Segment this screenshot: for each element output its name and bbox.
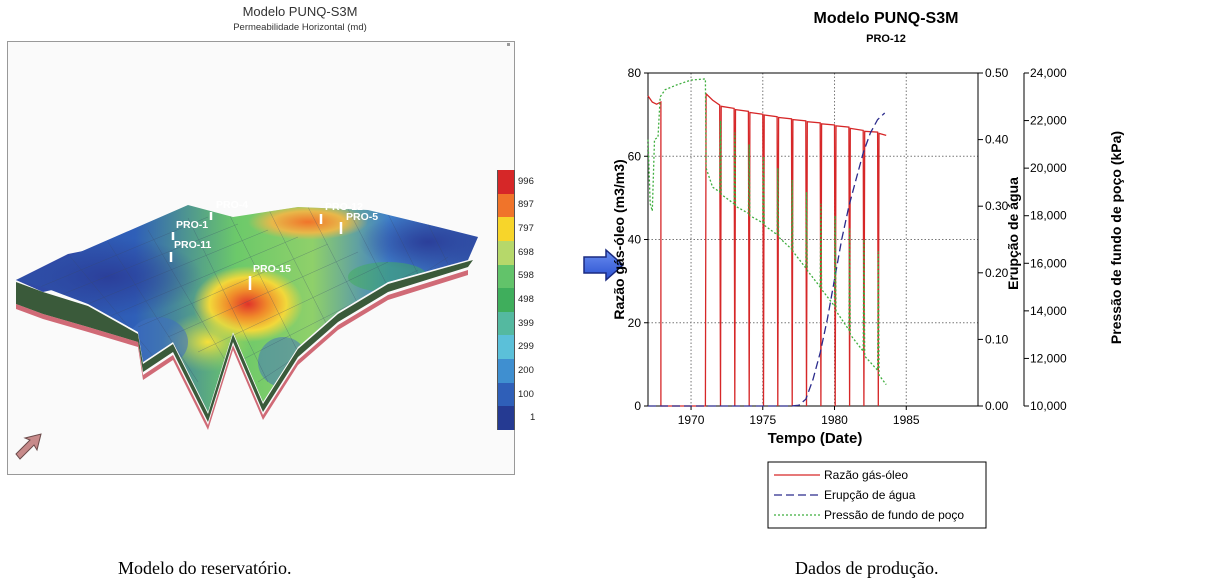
colorbar-label: 498 — [518, 294, 534, 305]
y2-tick-label: 0.50 — [985, 66, 1009, 80]
y3-tick-label: 18,000 — [1030, 209, 1067, 223]
well-label-pro-11: PRO-11 — [174, 239, 212, 251]
view-navigation-arrow-icon[interactable] — [15, 433, 42, 460]
colorbar-swatch — [497, 240, 515, 265]
caption-reservoir-model: Modelo do reservatório. — [118, 558, 292, 578]
y3-axis-label: Pressão de fundo de poço (kPa) — [1108, 131, 1124, 344]
well-label-pro-12: PRO-12 — [325, 201, 363, 213]
legend-label: Pressão de fundo de poço — [824, 508, 964, 522]
y2-axis-label: Erupção de água — [1005, 177, 1021, 290]
x-tick-label: 1980 — [821, 413, 848, 427]
colorbar-label: 399 — [518, 317, 534, 329]
well-label-pro-15: PRO-15 — [253, 263, 291, 275]
model-subtitle: Permeabilidade Horizontal (md) — [233, 22, 367, 33]
y3-tick-label: 12,000 — [1030, 351, 1067, 365]
colorbar-label: 200 — [518, 364, 534, 376]
caption-production-data: Dados de produção. — [795, 558, 939, 578]
colorbar-swatch — [497, 170, 515, 194]
model-title: Modelo PUNQ-S3M — [242, 4, 358, 19]
series-line — [647, 92, 887, 407]
colorbar-label: 100 — [518, 388, 534, 400]
series-line — [647, 78, 887, 385]
y2-tick-label: 0.40 — [985, 133, 1009, 147]
reservoir-bottom-layer — [16, 270, 468, 430]
reservoir-3d-view[interactable]: PRO-4 PRO-1 PRO-11 PRO-12 PRO-5 PRO-15 — [7, 41, 515, 475]
reservoir-3d-render: PRO-4 PRO-1 PRO-11 PRO-12 PRO-5 PRO-15 — [15, 199, 478, 460]
y-tick-label: 60 — [628, 149, 642, 163]
y3-tick-label: 22,000 — [1030, 114, 1067, 128]
production-chart-panel: Modelo PUNQ-S3M PRO-12 0 20 40 60 80 1970 1975… — [600, 0, 1232, 560]
colorbar-swatch — [497, 217, 515, 241]
y-tick-label: 40 — [628, 233, 642, 247]
y3-tick-label: 20,000 — [1030, 161, 1067, 175]
colorbar-swatch — [497, 382, 515, 407]
y-axis-label: Razão gás-óleo (m3/m3) — [611, 159, 627, 319]
frame-corner-marker — [507, 43, 510, 46]
colorbar-label: 897 — [518, 199, 534, 211]
colorbar-label: 1 — [530, 412, 536, 424]
well-markers — [169, 212, 343, 290]
colorbar-label: 996 — [518, 175, 534, 187]
well-label-pro-5: PRO-5 — [346, 211, 378, 223]
chart-title: Modelo PUNQ-S3M — [814, 10, 959, 27]
colorbar-swatch — [497, 264, 515, 289]
y3-tick-label: 24,000 — [1030, 66, 1067, 80]
y2-tick-label: 0.30 — [985, 199, 1009, 213]
chart-subtitle: PRO-12 — [866, 33, 906, 45]
x-tick-label: 1975 — [749, 413, 776, 427]
x-tick-label: 1985 — [893, 413, 920, 427]
colorbar-swatch — [497, 406, 515, 430]
colorbar-label: 797 — [518, 223, 534, 235]
colorbar-swatch — [497, 311, 515, 336]
y3-tick-label: 10,000 — [1030, 399, 1067, 413]
y2-tick-label: 0.10 — [985, 332, 1009, 346]
x-axis-label: Tempo (Date) — [768, 430, 863, 447]
y2-tick-label: 0.20 — [985, 266, 1009, 280]
colorbar-swatch — [497, 335, 515, 360]
colorbar-label: 299 — [518, 341, 534, 353]
production-chart: Modelo PUNQ-S3M PRO-12 0 20 40 60 80 1970 1975… — [611, 10, 1124, 529]
well-label-pro-4: PRO-4 — [216, 199, 248, 211]
y-tick-label: 0 — [634, 399, 641, 413]
x-tick-label: 1970 — [678, 413, 705, 427]
well-labels: PRO-4 PRO-1 PRO-11 PRO-12 PRO-5 PRO-15 — [174, 199, 378, 275]
y-tick-label: 20 — [628, 316, 642, 330]
y3-tick-label: 14,000 — [1030, 304, 1067, 318]
y-tick-label: 80 — [628, 66, 642, 80]
series-line — [648, 112, 886, 407]
arrow-right-icon — [582, 248, 626, 287]
legend-label: Razão gás-óleo — [824, 468, 908, 482]
colorbar-label: 698 — [518, 246, 534, 258]
well-label-pro-1: PRO-1 — [176, 219, 208, 231]
y2-tick-label: 0.00 — [985, 399, 1009, 413]
colorbar-label: 598 — [518, 270, 534, 282]
reservoir-grid — [27, 206, 449, 383]
colorbar-swatch — [497, 288, 515, 312]
colorbar — [497, 170, 515, 430]
colorbar-swatch — [497, 359, 515, 383]
colorbar-swatch — [497, 193, 515, 218]
reservoir-side-wall — [16, 260, 473, 422]
reservoir-model-panel: Modelo PUNQ-S3M Permeabilidade Horizonta… — [0, 0, 535, 520]
y3-tick-label: 16,000 — [1030, 256, 1067, 270]
legend-label: Erupção de água — [824, 488, 916, 502]
